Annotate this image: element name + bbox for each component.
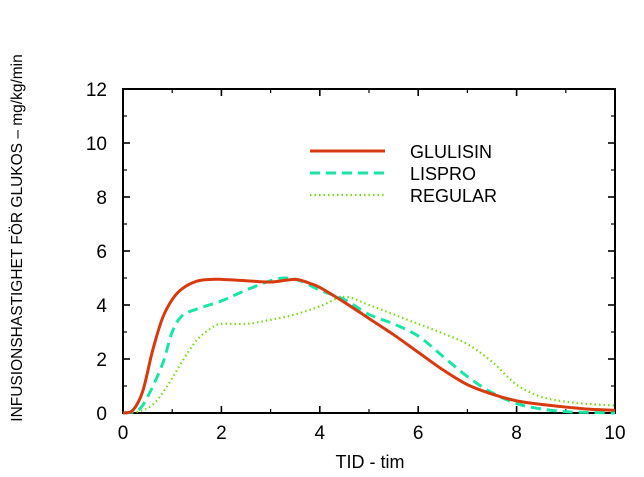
x-tick-label: 10 (604, 423, 625, 444)
legend-label-lispro: LISPRO (410, 164, 476, 184)
x-tick-label: 6 (413, 423, 424, 444)
series-line-glulisin (122, 277, 616, 415)
y-tick-label: 2 (96, 350, 107, 371)
x-axis-title: TID - tim (336, 452, 405, 472)
x-tick-label: 8 (511, 423, 522, 444)
plot-border (122, 88, 616, 414)
y-tick-label: 0 (96, 404, 107, 425)
x-tick-label: 2 (216, 423, 227, 444)
y-axis-title: INFUSIONSHASTIGHET FÖR GLUKOS – mg/kg/mi… (8, 54, 26, 421)
y-tick-label: 8 (96, 188, 107, 209)
series-lines (122, 276, 616, 415)
y-tick-label: 10 (86, 134, 107, 155)
y-tick-label: 12 (86, 80, 107, 101)
y-tick-label: 6 (96, 242, 107, 263)
x-tick-label: 4 (315, 423, 326, 444)
plot-frame (122, 88, 616, 414)
series-line-regular (122, 295, 616, 415)
axis-ticks: 0 2 4 6 8 10 0 2 4 6 8 10 12 (86, 80, 626, 444)
x-tick-label: 0 (118, 423, 129, 444)
y-tick-label: 4 (96, 296, 107, 317)
series-line-lispro (122, 276, 616, 415)
legend-label-glulisin: GLULISIN (410, 142, 492, 162)
legend-label-regular: REGULAR (410, 186, 497, 206)
